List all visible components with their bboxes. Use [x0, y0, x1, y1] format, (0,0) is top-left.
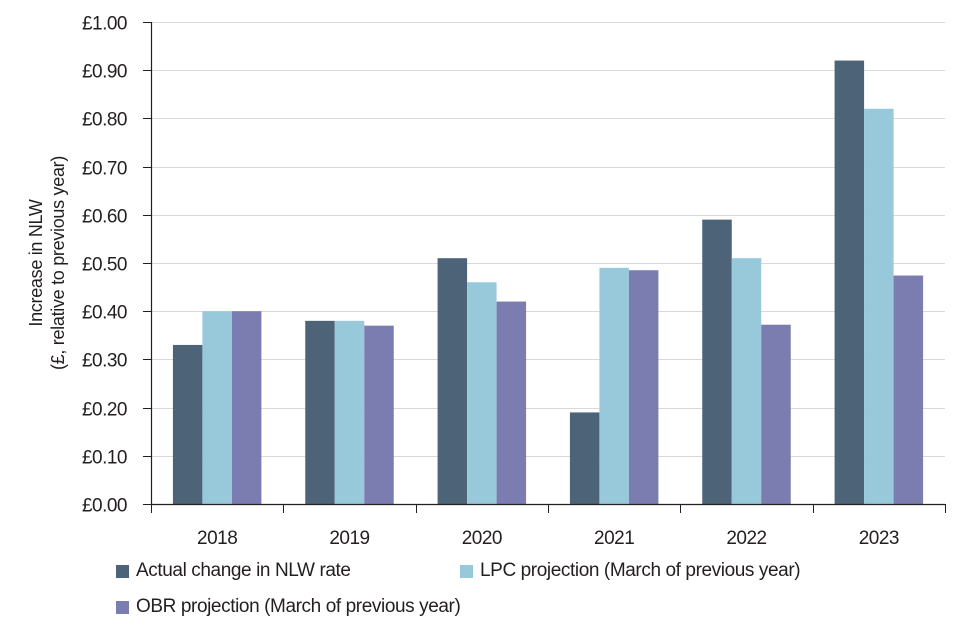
x-tick-label: 2021 — [594, 528, 634, 549]
x-tick-label: 2020 — [462, 528, 502, 549]
bar-lpc-2023 — [864, 108, 894, 504]
bar-obr-2022 — [761, 324, 791, 504]
y-tick-label: £0.70 — [82, 159, 127, 180]
bar-lpc-2020 — [467, 282, 497, 504]
y-tick-label: £0.30 — [82, 351, 127, 372]
bar-actual-2020 — [437, 258, 468, 504]
gridlines — [151, 22, 945, 457]
y-tick-label: £0.20 — [82, 400, 127, 421]
legend-swatch-actual — [116, 564, 129, 578]
bars — [172, 60, 924, 505]
legend-label-lpc: LPC projection (March of previous year) — [480, 560, 801, 581]
x-tick-label: 2019 — [329, 528, 369, 549]
y-tick-label: £0.00 — [82, 496, 127, 517]
bar-obr-2020 — [496, 301, 527, 504]
bar-actual-2023 — [834, 60, 865, 505]
y-tick-label: £0.50 — [82, 255, 127, 276]
legend-item-lpc: LPC projection (March of previous year) — [460, 560, 801, 582]
x-tick-labels: 2018 2019 2020 2021 2022 2023 — [197, 528, 899, 549]
legend-label-obr: OBR projection (March of previous year) — [136, 596, 461, 617]
y-tick-label: £0.10 — [82, 448, 127, 469]
bar-actual-2019 — [305, 320, 335, 504]
y-tick-label: £0.80 — [82, 110, 127, 131]
bar-obr-2019 — [364, 325, 394, 504]
y-axis-title: Increase in NLW — [26, 199, 46, 327]
legend-swatch-obr — [116, 600, 129, 614]
axes — [143, 22, 946, 513]
y-tick-label: £0.60 — [82, 207, 127, 228]
legend-item-obr: OBR projection (March of previous year) — [116, 596, 461, 618]
legend-swatch-lpc — [460, 564, 473, 578]
bar-obr-2021 — [628, 270, 659, 504]
bar-actual-2021 — [569, 412, 600, 504]
bar-lpc-2018 — [202, 311, 232, 504]
legend-item-actual: Actual change in NLW rate — [116, 560, 351, 582]
bar-lpc-2019 — [334, 320, 365, 504]
bar-obr-2023 — [893, 275, 924, 504]
legend-label-actual: Actual change in NLW rate — [136, 560, 351, 581]
x-tick-label: 2018 — [197, 528, 237, 549]
bar-lpc-2022 — [731, 258, 762, 504]
y-tick-label: £1.00 — [82, 14, 127, 35]
y-axis-subtitle: (£, relative to previous year) — [48, 156, 68, 370]
bar-obr-2018 — [231, 311, 262, 504]
y-tick-label: £0.90 — [82, 62, 127, 83]
bar-actual-2018 — [172, 344, 203, 504]
x-tick-label: 2022 — [726, 528, 766, 549]
y-tick-labels: £0.00 £0.10 £0.20 £0.30 £0.40 £0.50 £0.60 £0.70… — [82, 14, 128, 517]
y-tick-label: £0.40 — [82, 303, 127, 324]
bar-lpc-2021 — [599, 267, 629, 504]
x-tick-label: 2023 — [859, 528, 899, 549]
bar-actual-2022 — [702, 219, 732, 504]
